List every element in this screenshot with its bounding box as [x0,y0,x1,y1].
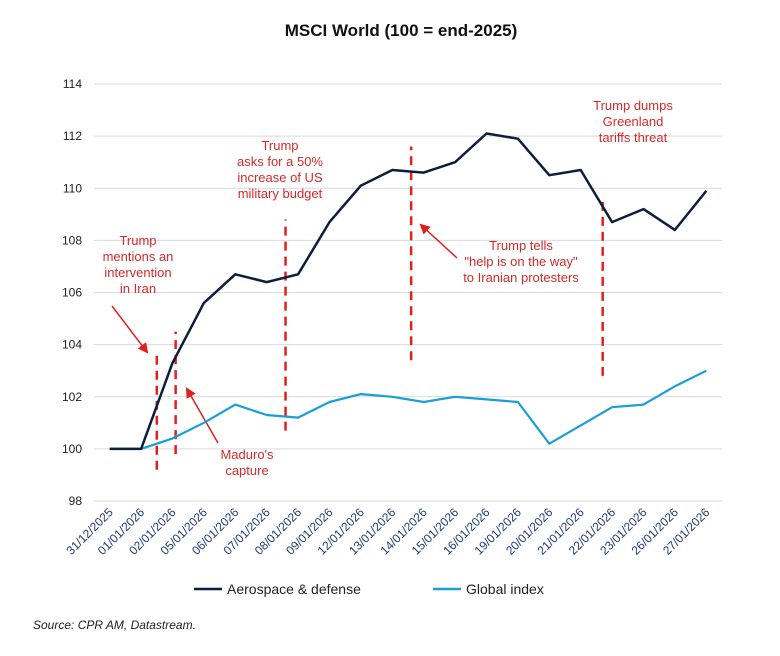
legend-label: Aerospace & defense [227,581,361,597]
event-annotation: Maduro's capture [220,447,274,478]
y-tick-label: 110 [63,181,82,195]
event-arrow [185,387,219,444]
event-arrow [419,223,458,259]
chart-title: MSCI World (100 = end-2025) [285,21,518,40]
event-arrow [111,305,149,354]
legend-label: Global index [466,581,544,597]
event-annotation: Trump mentions an intervention in Iran [103,233,174,296]
series-lines [109,132,708,451]
y-tick-label: 104 [62,338,82,352]
y-tick-label: 102 [62,390,82,404]
event-markers: Trump mentions an intervention in Iran Madur… [103,98,674,478]
event-annotation: Trump tells "help is on the way" to Irania… [463,238,579,285]
series-line [109,132,708,451]
y-tick-label: 108 [62,233,82,247]
y-tick-label: 112 [63,129,82,143]
y-axis-ticks: 98 100 102 104 106 108 110 112 114 [62,77,82,508]
y-tick-label: 114 [63,77,82,91]
source-note: Source: CPR AM, Datastream. [33,618,196,632]
y-tick-label: 106 [62,286,82,300]
series-line [109,369,707,450]
gridlines [94,83,722,502]
legend: Aerospace & defense Global index [194,581,544,597]
y-tick-label: 100 [62,442,82,456]
y-tick-label: 98 [69,494,83,508]
event-annotation: Trump asks for a 50% increase of US militar… [237,138,323,201]
x-axis-ticks: 31/12/202501/01/202602/01/202605/01/2026… [63,505,712,558]
event-annotation: Trump dumps Greenland tariffs threat [593,98,673,145]
